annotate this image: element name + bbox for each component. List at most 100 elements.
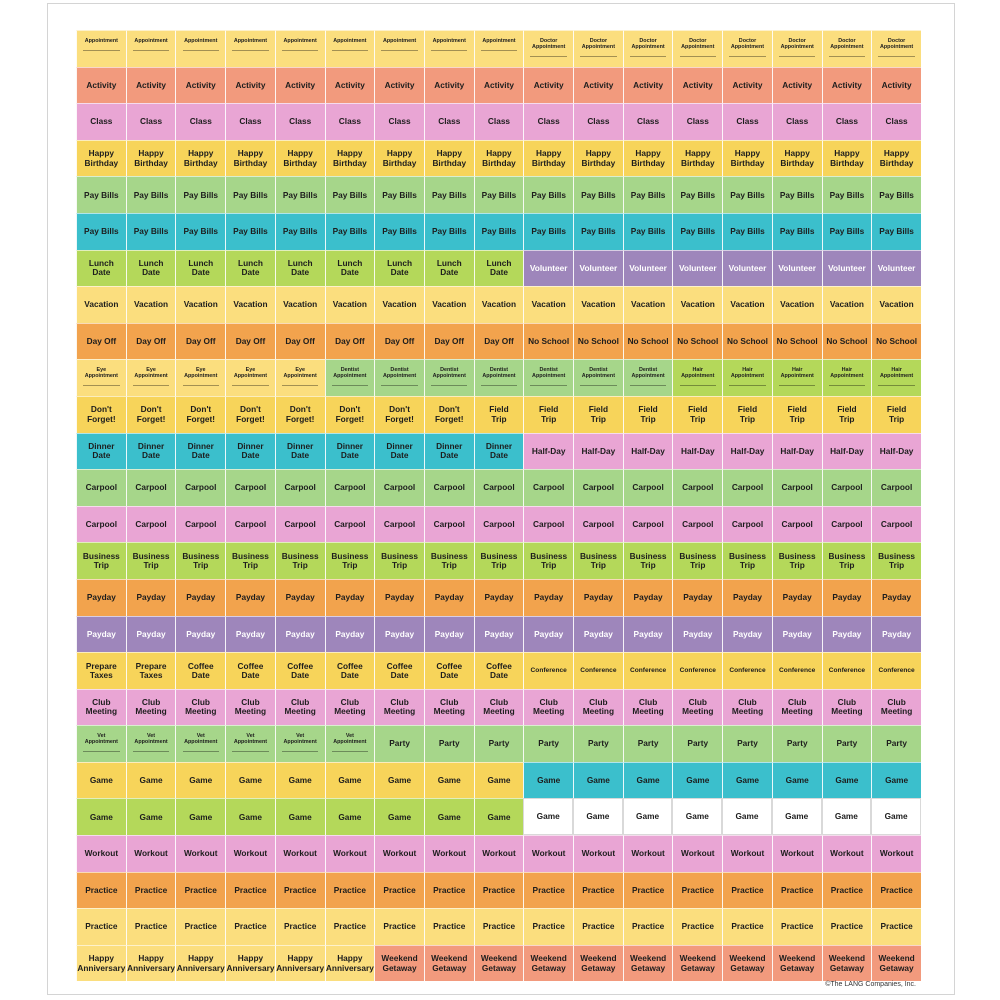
sticker: Game <box>225 761 275 799</box>
sticker: Conference <box>672 652 723 689</box>
sticker: Day Off <box>423 322 474 360</box>
sticker-label: Club Meeting <box>85 697 118 717</box>
sticker: Dinner Date <box>225 432 275 470</box>
sticker: Field Trip <box>771 395 822 433</box>
sticker: Carpool <box>374 505 424 543</box>
sticker-label: Carpool <box>334 518 366 529</box>
sticker: Carpool <box>76 469 126 506</box>
sticker-label: Game <box>487 775 511 786</box>
write-in-line <box>729 385 766 387</box>
sticker: No School <box>871 322 921 360</box>
sticker-label: Carpool <box>880 482 913 493</box>
write-in-line <box>629 56 667 58</box>
sticker: Activity <box>324 66 375 104</box>
sticker: Payday <box>374 578 424 616</box>
sticker: Conference <box>622 652 673 689</box>
sticker: Eye Appointment <box>76 359 126 396</box>
sticker-label: Don't Forget! <box>87 404 116 424</box>
sticker: Game <box>573 761 623 799</box>
sticker-label: Pay Bills <box>481 189 517 200</box>
sticker: Workout <box>573 835 623 872</box>
sticker-label: Doctor Appointment <box>879 38 914 51</box>
sticker-label: Prepare Taxes <box>135 660 167 680</box>
sticker-label: Field Trip <box>489 404 509 424</box>
sticker-label: Happy Birthday <box>432 148 467 168</box>
write-in-line <box>580 56 617 58</box>
sticker: Class <box>622 103 673 140</box>
sticker: Happy Birthday <box>374 139 424 177</box>
sticker-label: Dentist Appointment <box>581 367 615 380</box>
sticker-label: Dinner Date <box>237 441 264 461</box>
write-in-line <box>83 385 120 387</box>
sticker-label: Eye Appointment <box>233 367 268 380</box>
sticker: Club Meeting <box>125 688 176 726</box>
sticker-label: Pay Bills <box>382 189 417 200</box>
sticker: Game <box>374 798 424 836</box>
sticker-label: Doctor Appointment <box>730 38 765 51</box>
sticker: Payday <box>423 615 474 653</box>
sticker-label: Pay Bills <box>680 226 716 237</box>
sticker-label: Don't Forget! <box>335 404 365 424</box>
sticker: Practice <box>324 871 375 909</box>
sticker: Party <box>374 725 424 762</box>
sticker-label: Weekend Getaway <box>679 953 716 973</box>
sticker: Practice <box>622 871 673 909</box>
sticker: Pay Bills <box>523 176 574 213</box>
sticker-label: Practice <box>582 884 615 895</box>
sticker-label: Appointment <box>184 38 218 44</box>
sticker: Business Trip <box>871 542 921 579</box>
sticker-label: Pay Bills <box>680 189 716 200</box>
sticker-label: Pay Bills <box>531 226 566 237</box>
sticker-label: Vacation <box>531 299 566 310</box>
sticker: Half-Day <box>573 432 623 470</box>
sticker-label: Practice <box>781 884 814 895</box>
sticker-label: Appointment <box>84 38 118 44</box>
sticker-label: Lunch Date <box>387 258 413 278</box>
sticker-row: Appointment Appointment Appointment Appoint… <box>76 30 921 67</box>
sticker: Happy Birthday <box>473 139 524 177</box>
sticker: Pay Bills <box>175 212 226 250</box>
sticker: Workout <box>125 835 176 872</box>
sticker: Day Off <box>473 322 524 360</box>
sticker-label: Payday <box>335 628 365 639</box>
sticker-label: Appointment <box>233 38 268 44</box>
sticker-label: Activity <box>533 79 564 90</box>
sticker: Payday <box>324 615 375 653</box>
sticker-label: Game <box>338 811 362 822</box>
sticker-label: Pay Bills <box>829 226 865 237</box>
sticker-row: Game Game Game Game Game Game Game Game Game Game… <box>76 761 921 799</box>
sticker-label: Game <box>536 811 560 822</box>
sticker-label: Practice <box>482 921 516 932</box>
sticker: Party <box>423 725 474 762</box>
sticker-label: Pay Bills <box>779 226 815 237</box>
sticker-label: Happy Anniversary <box>276 953 325 973</box>
sticker-label: Practice <box>284 884 317 895</box>
sticker-label: Club Meeting <box>483 697 515 717</box>
sticker: Pay Bills <box>821 176 872 213</box>
sticker-label: Doctor Appointment <box>780 38 814 51</box>
sticker-label: Carpool <box>284 518 316 529</box>
sticker: Appointment <box>76 30 126 67</box>
sticker: Happy Birthday <box>771 139 822 177</box>
sticker-label: Payday <box>434 628 464 639</box>
sticker: Weekend Getaway <box>622 944 673 982</box>
sticker: Pay Bills <box>771 176 822 213</box>
sticker-row: Pay Bills Pay Bills Pay Bills Pay Bills Pay … <box>76 212 921 250</box>
sticker: Happy Birthday <box>324 139 375 177</box>
sticker: Club Meeting <box>76 688 126 726</box>
sticker: Party <box>722 725 772 762</box>
write-in-line <box>679 56 716 58</box>
sticker: Class <box>771 103 822 140</box>
sticker-label: Payday <box>335 592 365 603</box>
sticker: Practice <box>324 908 375 945</box>
sticker: Lunch Date <box>374 249 424 287</box>
sticker: Half-Day <box>722 432 772 470</box>
sticker: Pay Bills <box>622 212 673 250</box>
sticker: Carpool <box>324 505 375 543</box>
sticker-label: Carpool <box>831 518 863 529</box>
sticker: Carpool <box>125 469 176 506</box>
sticker: Happy Anniversary <box>225 944 275 982</box>
sticker-label: No School <box>776 335 818 346</box>
sticker: Dinner Date <box>76 432 126 470</box>
sticker-label: Carpool <box>483 518 515 529</box>
